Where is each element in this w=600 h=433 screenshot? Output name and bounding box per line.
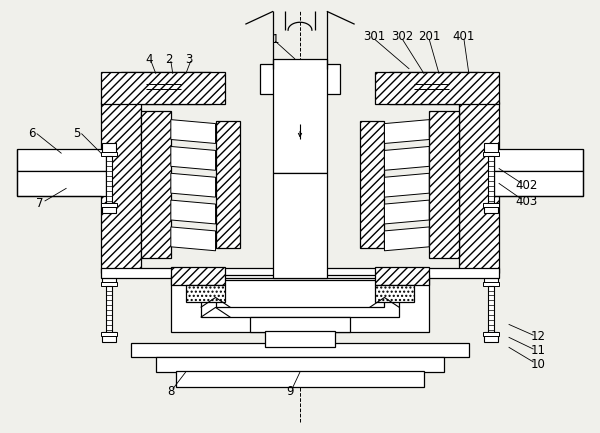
- Bar: [429, 111, 459, 258]
- Bar: [200, 278, 400, 317]
- Bar: [106, 156, 112, 203]
- Text: 11: 11: [531, 344, 546, 357]
- Polygon shape: [171, 146, 215, 170]
- Text: 8: 8: [167, 385, 175, 398]
- Bar: [265, 331, 335, 347]
- Bar: [483, 152, 499, 156]
- Text: 6: 6: [28, 127, 35, 140]
- Text: 1: 1: [271, 32, 279, 45]
- Bar: [101, 203, 117, 207]
- Bar: [106, 285, 112, 332]
- Polygon shape: [171, 227, 215, 251]
- Bar: [374, 72, 499, 104]
- Bar: [171, 75, 181, 101]
- Bar: [483, 281, 499, 285]
- Bar: [494, 171, 583, 196]
- Text: 12: 12: [531, 330, 546, 343]
- Polygon shape: [171, 173, 215, 197]
- Bar: [101, 332, 117, 336]
- Bar: [101, 268, 499, 278]
- Bar: [250, 317, 350, 332]
- Bar: [141, 111, 171, 258]
- Bar: [126, 74, 206, 102]
- Bar: [483, 332, 499, 336]
- Text: 9: 9: [286, 385, 294, 398]
- Text: 4: 4: [145, 52, 153, 65]
- Bar: [374, 284, 414, 302]
- Bar: [273, 173, 327, 278]
- Bar: [394, 74, 474, 102]
- Bar: [102, 203, 116, 213]
- Bar: [273, 59, 327, 173]
- Bar: [215, 280, 385, 307]
- Bar: [101, 102, 141, 273]
- Bar: [359, 121, 385, 248]
- Polygon shape: [385, 120, 429, 143]
- Text: 402: 402: [515, 179, 538, 192]
- Text: 2: 2: [165, 52, 173, 65]
- Polygon shape: [385, 227, 429, 251]
- Bar: [102, 143, 116, 153]
- Bar: [484, 143, 498, 153]
- Text: 403: 403: [515, 194, 538, 207]
- Bar: [484, 203, 498, 213]
- Bar: [131, 343, 469, 357]
- Bar: [102, 273, 116, 283]
- Bar: [439, 75, 449, 101]
- Bar: [101, 152, 117, 156]
- Bar: [389, 72, 479, 104]
- Bar: [374, 267, 429, 284]
- Bar: [488, 285, 494, 332]
- Bar: [427, 75, 437, 101]
- Bar: [260, 64, 340, 94]
- Text: 401: 401: [453, 30, 475, 43]
- Polygon shape: [171, 120, 215, 143]
- Bar: [484, 273, 498, 283]
- Bar: [215, 121, 241, 248]
- Bar: [121, 72, 211, 104]
- Bar: [186, 284, 226, 302]
- Polygon shape: [385, 146, 429, 170]
- Text: 5: 5: [73, 127, 80, 140]
- Bar: [176, 371, 424, 387]
- Polygon shape: [385, 173, 429, 197]
- Text: 301: 301: [364, 30, 386, 43]
- Bar: [171, 267, 226, 284]
- Bar: [156, 357, 444, 372]
- Text: 302: 302: [391, 30, 413, 43]
- Text: 201: 201: [418, 30, 440, 43]
- Polygon shape: [171, 200, 215, 224]
- Bar: [488, 156, 494, 203]
- Bar: [146, 75, 156, 101]
- Bar: [17, 171, 106, 196]
- Bar: [414, 75, 424, 101]
- Bar: [459, 102, 499, 273]
- Text: 10: 10: [531, 358, 546, 371]
- Bar: [101, 281, 117, 285]
- Bar: [159, 75, 169, 101]
- Bar: [483, 203, 499, 207]
- Text: 3: 3: [185, 52, 193, 65]
- Bar: [484, 332, 498, 342]
- Bar: [171, 275, 429, 332]
- Text: 7: 7: [36, 197, 43, 210]
- Bar: [494, 149, 583, 171]
- Bar: [102, 332, 116, 342]
- Bar: [17, 149, 106, 171]
- Polygon shape: [385, 200, 429, 224]
- Bar: [101, 72, 226, 104]
